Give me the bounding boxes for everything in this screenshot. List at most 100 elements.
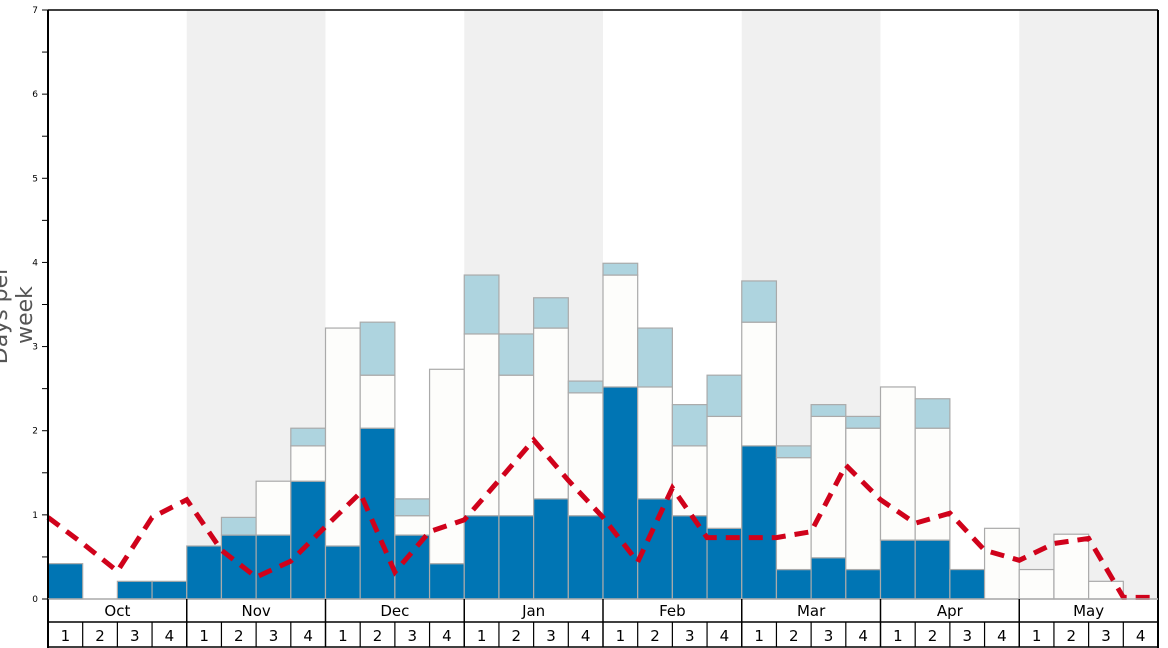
bar-dark bbox=[186, 545, 223, 600]
bar-light bbox=[533, 297, 569, 329]
month-label-oct: Oct bbox=[104, 602, 130, 620]
month-label-jan: Jan bbox=[521, 602, 545, 620]
bar-white bbox=[602, 274, 639, 388]
bar-dark bbox=[533, 498, 569, 600]
bar-white bbox=[394, 515, 431, 536]
bar-light bbox=[394, 498, 431, 517]
week-label: 2 bbox=[928, 627, 938, 645]
month-label-nov: Nov bbox=[241, 602, 270, 620]
week-label: 4 bbox=[997, 627, 1007, 645]
bar-light bbox=[741, 280, 778, 323]
bar-white bbox=[255, 480, 292, 536]
bar-light bbox=[359, 321, 396, 376]
bar-white bbox=[671, 445, 708, 517]
bar-dark bbox=[463, 515, 500, 600]
y-tick-label: 6 bbox=[32, 90, 38, 100]
month-label-may: May bbox=[1073, 602, 1104, 620]
y-axis-label: Days per week bbox=[0, 265, 38, 365]
week-label: 3 bbox=[130, 627, 140, 645]
bar-dark bbox=[151, 580, 188, 600]
bar-white bbox=[983, 527, 1020, 600]
week-label: 1 bbox=[754, 627, 764, 645]
bar-dark bbox=[324, 545, 361, 600]
bar-white bbox=[1018, 568, 1055, 600]
average-line bbox=[46, 436, 1158, 600]
bar-light bbox=[706, 374, 743, 418]
bar-light bbox=[290, 427, 327, 447]
week-label: 3 bbox=[546, 627, 556, 645]
bar-white bbox=[879, 386, 916, 541]
week-label: 3 bbox=[407, 627, 417, 645]
bar-white bbox=[775, 457, 812, 571]
bar-dark bbox=[394, 534, 431, 600]
bar-dark bbox=[290, 480, 327, 600]
bar-dark bbox=[220, 534, 257, 600]
week-label: 2 bbox=[95, 627, 105, 645]
bar-dark bbox=[47, 563, 84, 600]
bar-light bbox=[220, 516, 257, 536]
week-label: 4 bbox=[720, 627, 730, 645]
y-tick-label: 0 bbox=[32, 595, 38, 605]
bar-dark bbox=[498, 515, 535, 600]
bar-light bbox=[810, 404, 847, 418]
bar-dark bbox=[428, 563, 465, 600]
bar-dark bbox=[741, 445, 778, 600]
week-label: 1 bbox=[338, 627, 348, 645]
week-label: 4 bbox=[581, 627, 591, 645]
bar-white bbox=[810, 415, 847, 559]
y-tick-label: 2 bbox=[32, 427, 38, 437]
bar-light bbox=[671, 404, 708, 447]
week-label: 1 bbox=[61, 627, 71, 645]
bar-light bbox=[498, 333, 535, 376]
week-label: 2 bbox=[1067, 627, 1077, 645]
bar-dark bbox=[914, 539, 951, 600]
bar-dark bbox=[845, 568, 882, 600]
y-tick-label: 3 bbox=[32, 343, 38, 353]
week-label: 4 bbox=[442, 627, 452, 645]
month-label-dec: Dec bbox=[380, 602, 409, 620]
week-label: 3 bbox=[962, 627, 972, 645]
month-label-feb: Feb bbox=[659, 602, 686, 620]
bar-dark bbox=[810, 557, 847, 600]
bar-light bbox=[775, 445, 812, 459]
bar-white bbox=[498, 374, 535, 517]
bar-white bbox=[706, 415, 743, 529]
week-label: 4 bbox=[858, 627, 868, 645]
y-tick-label: 1 bbox=[32, 511, 38, 521]
week-label: 3 bbox=[269, 627, 279, 645]
week-label: 2 bbox=[789, 627, 799, 645]
bar-white bbox=[567, 392, 604, 517]
bar-white bbox=[428, 368, 465, 565]
week-label: 1 bbox=[477, 627, 487, 645]
bar-dark bbox=[637, 498, 673, 600]
week-label: 3 bbox=[1101, 627, 1111, 645]
week-label: 2 bbox=[234, 627, 244, 645]
bar-white bbox=[290, 445, 327, 482]
month-label-mar: Mar bbox=[797, 602, 826, 620]
bar-light bbox=[637, 327, 673, 388]
week-label: 4 bbox=[1136, 627, 1146, 645]
week-label: 4 bbox=[303, 627, 313, 645]
bar-dark bbox=[602, 386, 639, 600]
bar-light bbox=[845, 415, 882, 429]
y-tick-label: 7 bbox=[32, 6, 38, 16]
bar-dark bbox=[775, 568, 812, 600]
y-tick-label: 5 bbox=[32, 174, 38, 184]
bar-white bbox=[324, 327, 361, 547]
week-label: 2 bbox=[650, 627, 660, 645]
month-shade-may bbox=[1019, 10, 1158, 599]
bar-white bbox=[359, 374, 396, 429]
bar-light bbox=[914, 398, 951, 429]
month-label-apr: Apr bbox=[937, 602, 964, 620]
bar-dark bbox=[567, 515, 604, 600]
bar-dark bbox=[255, 534, 292, 600]
week-label: 2 bbox=[512, 627, 522, 645]
bar-dark bbox=[949, 568, 986, 600]
y-tick-label: 4 bbox=[32, 258, 38, 268]
bar-white bbox=[741, 321, 778, 447]
bar-light bbox=[602, 262, 639, 276]
week-label: 1 bbox=[616, 627, 626, 645]
week-label: 1 bbox=[199, 627, 209, 645]
week-label: 4 bbox=[165, 627, 175, 645]
